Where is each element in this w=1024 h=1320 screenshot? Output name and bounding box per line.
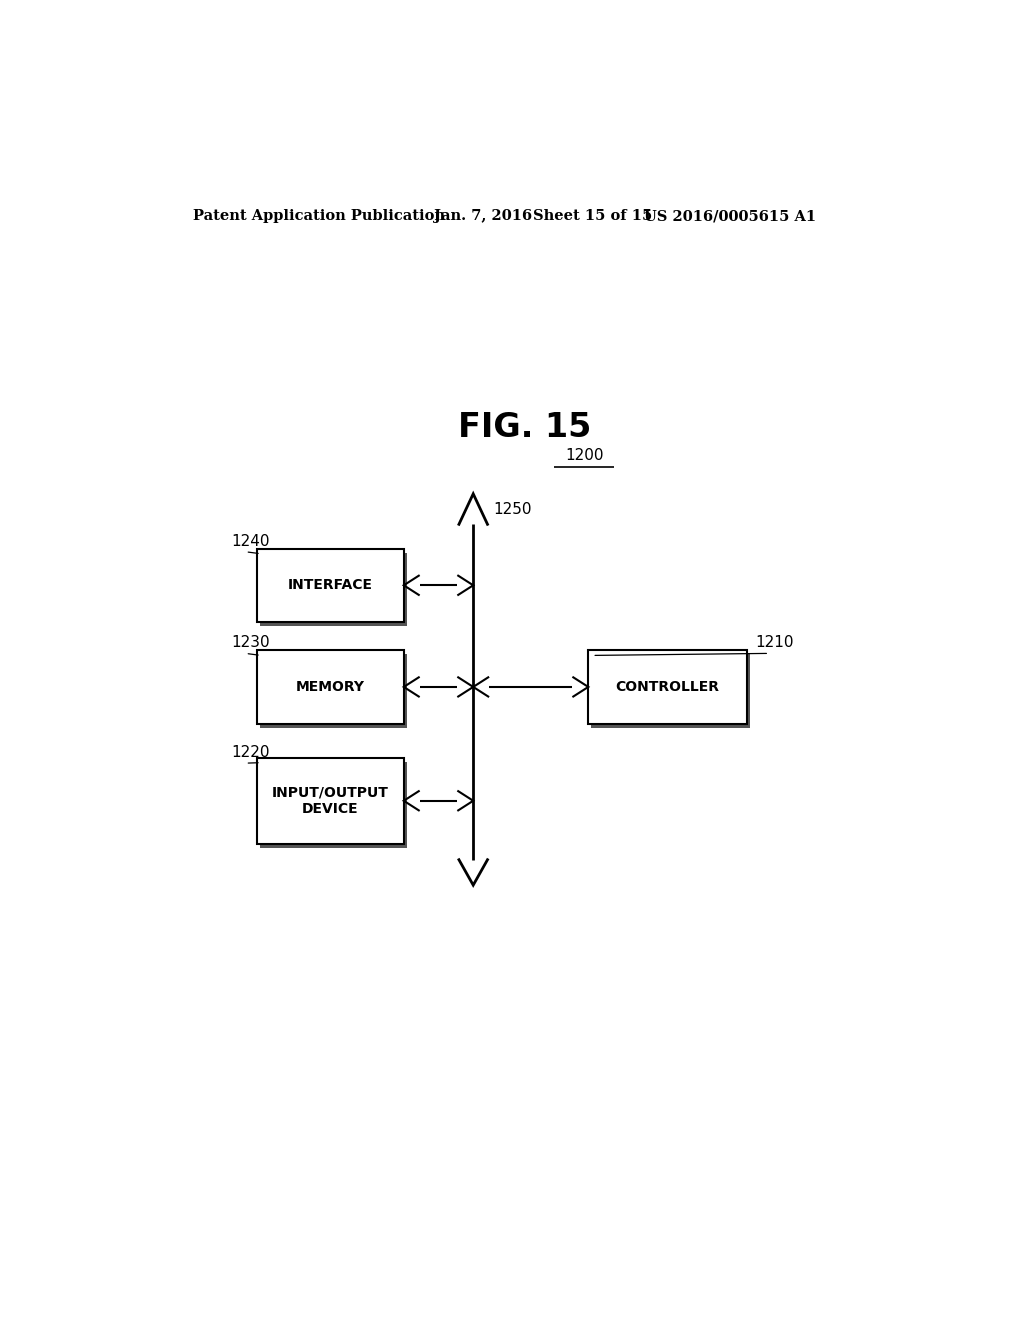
Bar	[257, 549, 403, 622]
Text: 1210: 1210	[755, 635, 794, 651]
Bar	[592, 655, 751, 727]
Text: 1230: 1230	[231, 635, 269, 651]
Bar	[260, 655, 407, 727]
Text: US 2016/0005615 A1: US 2016/0005615 A1	[644, 210, 816, 223]
Text: FIG. 15: FIG. 15	[458, 412, 592, 445]
Bar	[257, 651, 403, 723]
Text: CONTROLLER: CONTROLLER	[615, 680, 720, 694]
Text: INTERFACE: INTERFACE	[288, 578, 373, 593]
Bar	[260, 553, 407, 626]
Bar	[257, 758, 403, 843]
Text: 1250: 1250	[494, 502, 531, 516]
Bar	[588, 651, 748, 723]
Text: MEMORY: MEMORY	[296, 680, 365, 694]
Text: Jan. 7, 2016: Jan. 7, 2016	[433, 210, 531, 223]
Text: Patent Application Publication: Patent Application Publication	[194, 210, 445, 223]
Text: 1220: 1220	[231, 744, 269, 760]
Bar	[260, 762, 407, 847]
Text: 1200: 1200	[565, 449, 603, 463]
Text: INPUT/OUTPUT
DEVICE: INPUT/OUTPUT DEVICE	[272, 785, 389, 816]
Text: Sheet 15 of 15: Sheet 15 of 15	[532, 210, 652, 223]
Text: 1240: 1240	[231, 533, 269, 549]
